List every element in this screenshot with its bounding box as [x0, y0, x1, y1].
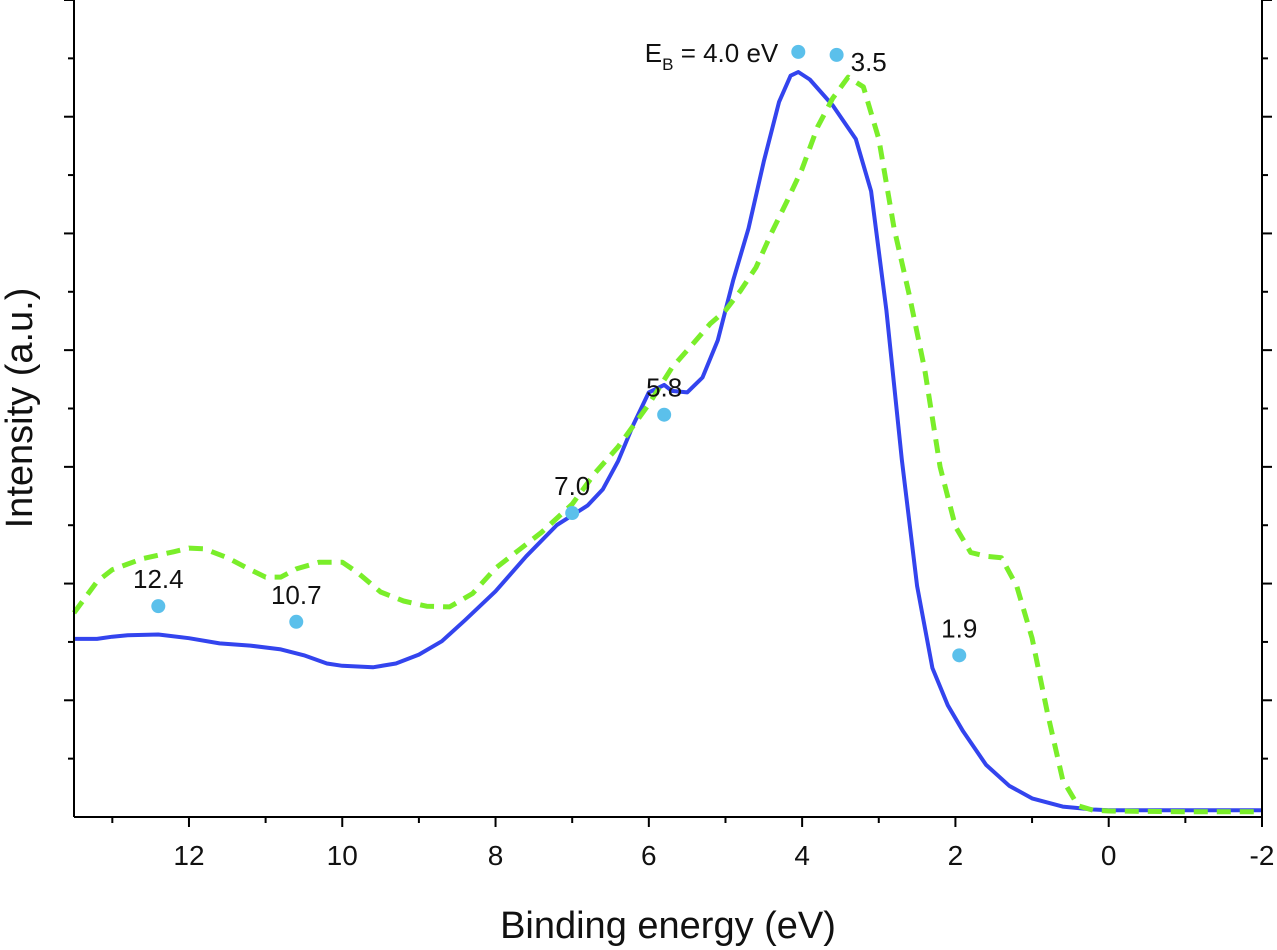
x-tick-label: 12: [173, 840, 204, 871]
x-tick-label: 8: [488, 840, 504, 871]
peak-marker: [829, 47, 844, 62]
y-axis-title: Intensity (a.u.): [0, 288, 41, 529]
peak-marker: [791, 44, 806, 59]
peak-label: 12.4: [133, 564, 184, 594]
tick-layer: 12 10 8 6 4 2 0 -2: [64, 0, 1274, 871]
x-axis-title: Binding energy (eV): [500, 905, 836, 947]
peak-marker: [952, 648, 967, 663]
solid-series-line: [74, 70, 1262, 813]
marker-layer: 12.4 10.7 7.0 5.8 EB = 4.0 eV 3.5 1.9: [133, 38, 977, 663]
x-tick-label: 0: [1101, 840, 1117, 871]
peak-marker: [151, 599, 166, 614]
plot-area: 12.4 10.7 7.0 5.8 EB = 4.0 eV 3.5 1.9: [71, 38, 1262, 815]
peak-label: 5.8: [646, 373, 682, 403]
peak-label: EB = 4.0 eV: [645, 38, 779, 74]
peak-label: 3.5: [851, 47, 887, 77]
peak-marker: [565, 506, 580, 521]
x-tick-label: -2: [1250, 840, 1275, 871]
x-tick-label: 6: [641, 840, 657, 871]
peak-label: 7.0: [554, 471, 590, 501]
x-tick-label: 4: [794, 840, 810, 871]
peak-marker: [289, 614, 304, 629]
x-tick-label: 2: [948, 840, 964, 871]
series-layer: [71, 70, 1262, 815]
peak-marker: [657, 407, 672, 422]
peak-label: 1.9: [941, 613, 977, 643]
x-tick-label: 10: [327, 840, 358, 871]
peak-label: 10.7: [271, 580, 322, 610]
dashed-series-line: [71, 74, 1262, 815]
